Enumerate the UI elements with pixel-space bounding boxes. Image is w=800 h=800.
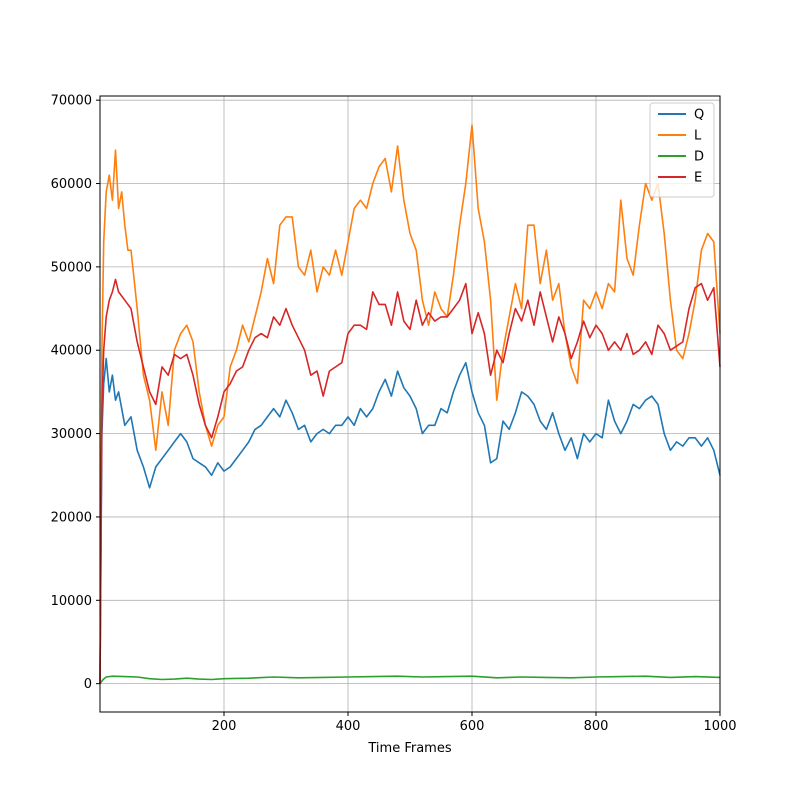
y-tick-label: 50000 [51, 260, 92, 275]
y-tick-label: 40000 [51, 344, 92, 359]
legend-label-Q: Q [694, 108, 704, 123]
legend-label-L: L [694, 129, 702, 144]
x-tick-label: 600 [460, 719, 485, 734]
legend-label-E: E [694, 171, 702, 186]
y-axis: 0 10000 20000 30000 40000 50000 60000 70000 [51, 94, 100, 692]
y-tick-label: 70000 [51, 94, 92, 109]
series-line-E [99, 278, 721, 684]
y-tick-label: 60000 [51, 177, 92, 192]
x-axis-label: Time Frames [367, 741, 451, 756]
y-tick-label: 20000 [51, 510, 92, 525]
x-axis: 200 400 600 800 1000 [212, 712, 737, 734]
y-tick-label: 0 [84, 677, 92, 692]
legend-label-D: D [694, 150, 704, 165]
series-line-L [99, 124, 721, 684]
plot-frame [99, 95, 721, 713]
series-lines [99, 124, 721, 685]
x-tick-label: 800 [584, 719, 609, 734]
x-tick-label: 200 [212, 719, 237, 734]
series-line-Q [99, 357, 721, 684]
legend-box [649, 102, 715, 198]
grid [100, 96, 721, 712]
series-line-D [99, 675, 721, 685]
x-tick-label: 1000 [703, 719, 736, 734]
y-tick-label: 10000 [51, 594, 92, 609]
x-tick-label: 400 [336, 719, 361, 734]
y-tick-label: 30000 [51, 427, 92, 442]
